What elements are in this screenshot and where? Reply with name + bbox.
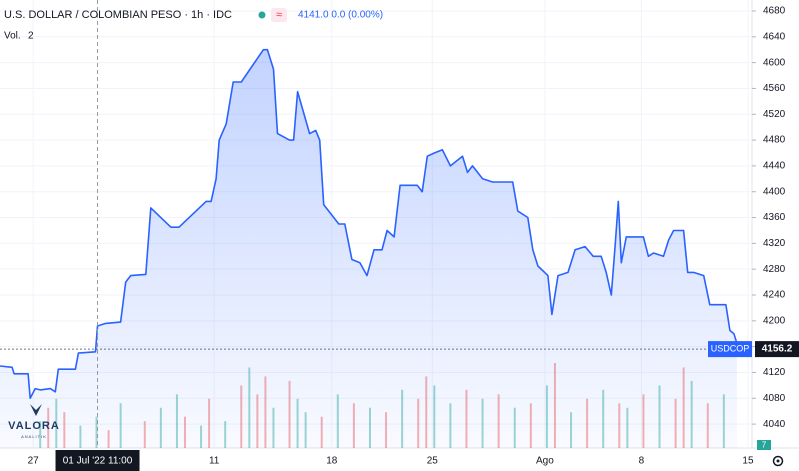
y-tick-label: 4240 [763,290,786,301]
settings-icon[interactable] [772,455,784,467]
x-tick-label: 15 [742,456,754,467]
x-tick-label: 27 [28,456,40,467]
volume-label: Vol. [4,31,21,42]
area-fill [0,49,737,448]
logo-icon [30,404,42,416]
chart-title: U.S. DOLLAR / COLOMBIAN PESO · 1h · IDC [4,9,232,21]
badge [757,440,771,450]
crosshair-tag [55,450,140,471]
status-dot [258,11,266,19]
y-tick-label: 4080 [763,393,786,404]
y-tick-label: 4400 [763,186,786,197]
x-tick-label: 11 [209,456,220,467]
y-tick-label: 4640 [763,31,786,42]
plot [0,0,752,448]
y-tick-label: 4360 [763,212,786,223]
y-tick-label: 4600 [763,57,786,68]
last-price-label: 4156.2 [762,344,793,355]
x-tick-label: 18 [326,456,338,467]
x-tick-label: 8 [639,456,645,467]
x-tick-label: 25 [427,456,439,467]
y-tick-label: 4320 [763,238,786,249]
y-tick-label: 4200 [763,315,786,326]
x-tick-label: Ago [536,456,554,467]
symbol-label: USDCOP [711,343,750,353]
y-tick-label: 4480 [763,135,786,146]
y-tick-label: 4120 [763,367,786,378]
quote: 4141.0 0.0 (0.00%) [298,10,383,21]
price-line [0,48,738,400]
settings-hub[interactable] [776,459,780,463]
y-tick-label: 4040 [763,419,786,430]
symbol-tag [708,341,752,358]
y-tick-label: 4280 [763,264,786,275]
delay-badge [271,8,287,22]
last-price-tag [755,341,799,358]
y-tick-label: 4440 [763,161,786,172]
y-tick-label: 4560 [763,83,786,94]
settings-gear[interactable] [772,455,784,467]
y-tick-label: 4520 [763,109,786,120]
logo-name: VALORA [8,420,60,432]
crosshair-label: 01 Jul '22 11:00 [63,456,133,467]
delay-icon: ≈ [276,9,282,21]
volume-period: 2 [28,31,34,42]
logo-tagline: ANALITIK [21,434,47,439]
y-tick-label: 4680 [763,6,786,17]
price-axis-bg [752,0,799,471]
badge-text: 7 [762,441,767,450]
